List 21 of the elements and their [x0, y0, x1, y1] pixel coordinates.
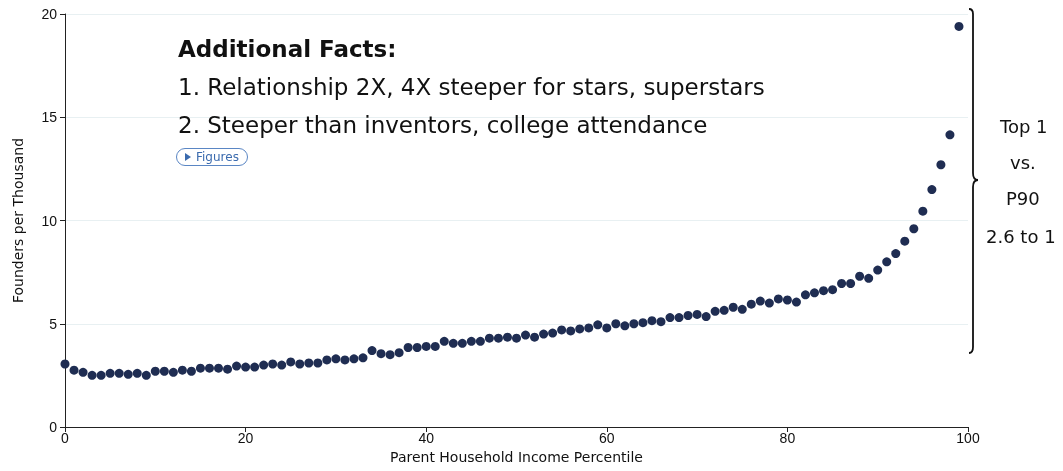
annotation: Figures	[196, 150, 239, 164]
text: 2.6 to 1	[986, 226, 1056, 247]
y-tick-label: 10	[41, 212, 58, 229]
x-tick-label: 100	[956, 430, 980, 446]
x-tick-label: 20	[237, 430, 254, 446]
text: Top 1	[1000, 116, 1048, 137]
x-tick-label: 0	[61, 430, 70, 446]
x-tick-label: 80	[779, 430, 796, 446]
y-tick-label: 0	[49, 419, 58, 435]
x-tick-label: 40	[418, 430, 435, 446]
y-axis-title: Founders per Thousand	[10, 137, 26, 304]
annotation: Additional Facts:	[178, 36, 397, 62]
y-tick-label: 20	[41, 6, 58, 22]
x-axis-title: Parent Household Income Percentile	[390, 448, 643, 465]
text: P90	[1006, 188, 1040, 209]
annotation: 2. Steeper than inventors, college attendance	[178, 112, 708, 138]
y-tick-label: 15	[41, 109, 58, 126]
text: vs.	[1010, 152, 1036, 173]
x-tick-label: 60	[599, 430, 615, 446]
y-tick-label: 5	[49, 315, 58, 332]
annotation: 1. Relationship 2X, 4X steeper for stars, superstars	[178, 74, 765, 100]
